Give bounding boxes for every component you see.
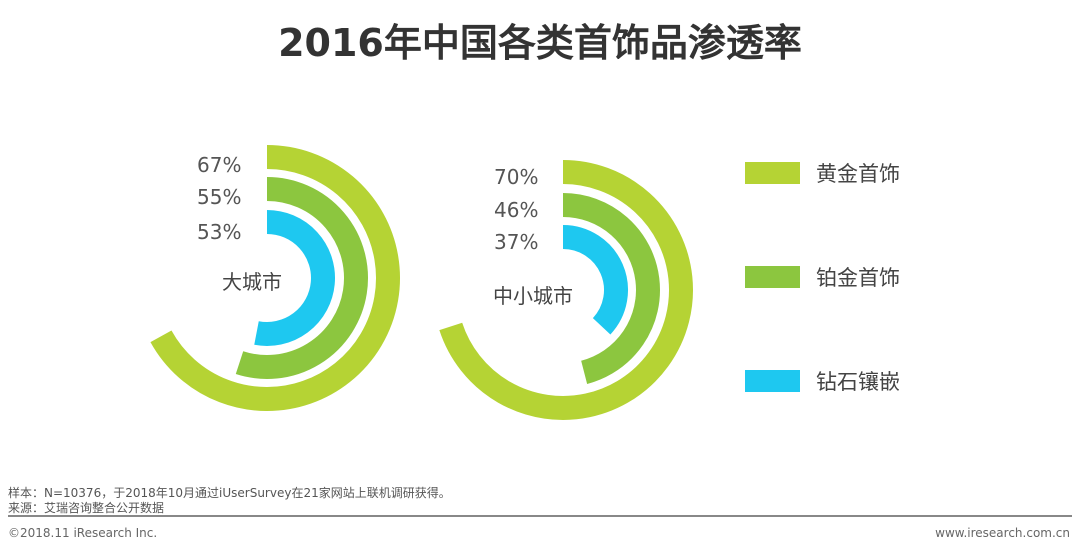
arc-1-1 (562, 193, 660, 384)
legend-item-gold: 黄金首饰 (745, 158, 900, 188)
data-label: 55% (197, 185, 242, 209)
arc-0-2 (254, 210, 335, 346)
data-label: 70% (494, 165, 539, 189)
chart-title: 2016年中国各类首饰品渗透率 (278, 21, 802, 65)
arc-1-0 (439, 160, 693, 420)
arc-0-1 (235, 177, 368, 379)
website-link[interactable]: www.iresearch.com.cn (935, 526, 1070, 540)
copyright: ©2018.11 iResearch Inc. (8, 526, 158, 540)
source-note: 来源：艾瑞咨询整合公开数据 (8, 501, 165, 515)
legend-swatch (745, 162, 800, 184)
sample-note: 样本：N=10376，于2018年10月通过iUserSurvey在21家网站上… (8, 486, 451, 500)
group-label: 大城市 (222, 270, 282, 294)
data-label: 67% (197, 153, 242, 177)
legend-swatch (745, 266, 800, 288)
legend-swatch (745, 370, 800, 392)
legend-item-platinum: 铂金首饰 (745, 262, 900, 292)
legend-label: 钻石镶嵌 (816, 370, 900, 394)
arc-1-2 (562, 225, 628, 335)
legend-item-diamond: 钻石镶嵌 (745, 366, 900, 396)
divider (8, 515, 1072, 517)
legend-label: 黄金首饰 (816, 162, 900, 186)
legend-label: 铂金首饰 (816, 266, 900, 290)
arc-0-0 (150, 145, 400, 411)
group-label: 中小城市 (493, 284, 573, 308)
data-label: 46% (494, 198, 539, 222)
data-label: 53% (197, 220, 242, 244)
data-label: 37% (494, 230, 539, 254)
